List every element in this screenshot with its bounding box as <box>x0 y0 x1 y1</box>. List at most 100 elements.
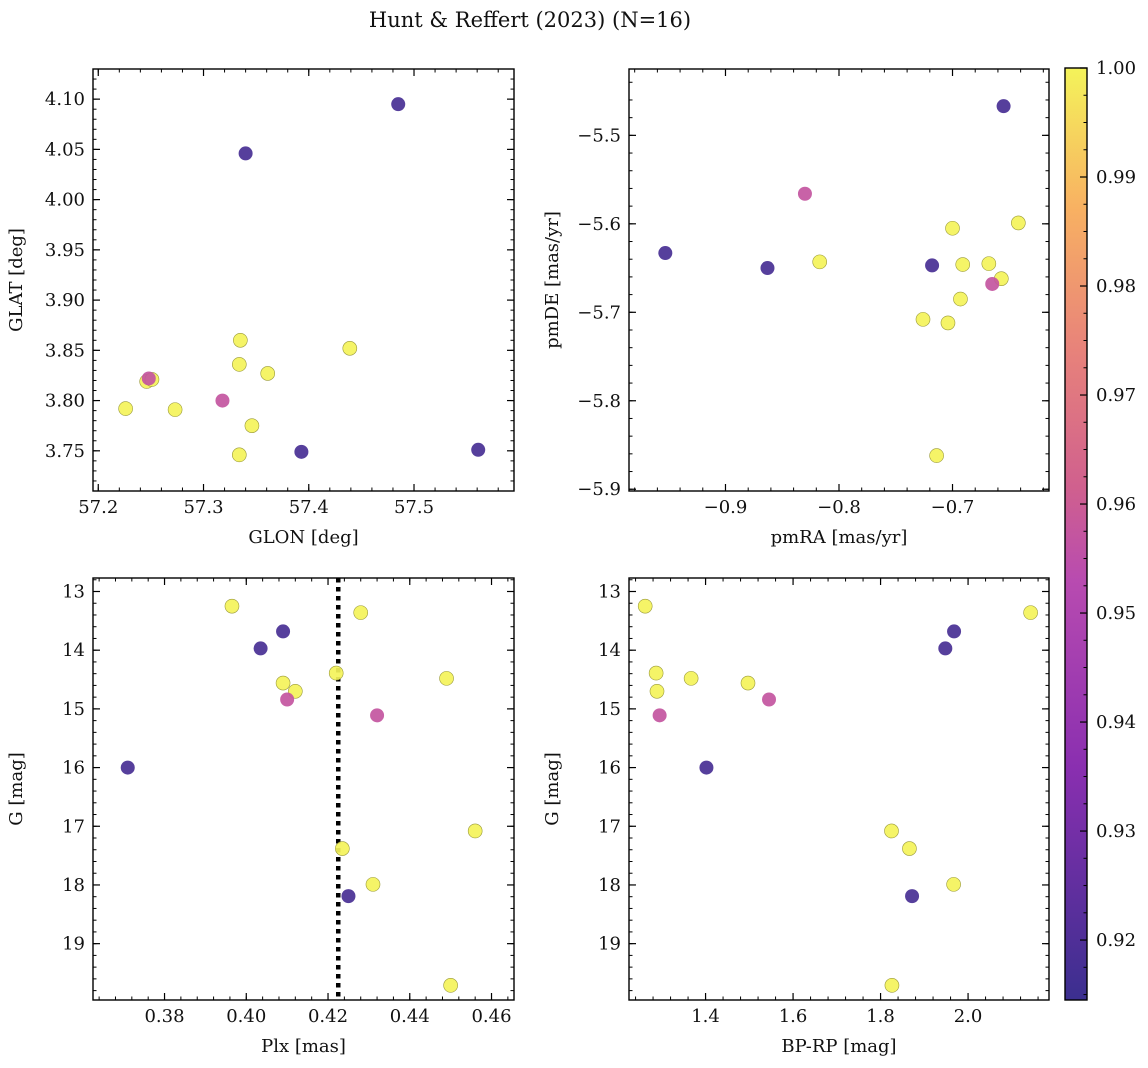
scatter-point <box>955 257 971 272</box>
scatter-point <box>294 444 309 459</box>
axes-frame <box>628 577 1050 1001</box>
x-tick-label: 0.42 <box>308 1006 348 1027</box>
scatter-point <box>946 877 961 892</box>
scatter-point <box>341 889 356 904</box>
scatter-point <box>120 760 135 775</box>
x-tick-label: −0.8 <box>817 497 861 518</box>
subplot-grid: 57.2 57.3 57.4 57.5 3.75 3.80 3.85 3.90 3.95 4.00… <box>6 68 1050 1057</box>
scatter-point <box>439 671 454 686</box>
y-tick-label: 18 <box>62 875 85 896</box>
colorbar-tick-label: 0.99 <box>1096 167 1136 188</box>
y-tick-label: 14 <box>598 640 621 661</box>
y-tick-label: 13 <box>62 581 85 602</box>
y-tick-label: 16 <box>598 758 621 779</box>
y-tick-label: 17 <box>62 816 85 837</box>
x-tick-label: 2.0 <box>954 1006 983 1027</box>
scatter-point <box>118 401 133 416</box>
y-axis-label: G [mag] <box>6 752 27 825</box>
y-tick-label: 19 <box>598 934 621 955</box>
y-tick-label: −5.6 <box>577 214 621 235</box>
scatter-point <box>471 442 486 457</box>
scatter-point <box>649 683 665 699</box>
scatter-point <box>244 418 260 433</box>
scatter-point <box>905 889 920 904</box>
panel-pmra-pmde: −0.9 −0.8 −0.7 −5.9 −5.8 −5.7 −5.6 −5.5 pmRA [ma… <box>542 68 1050 548</box>
scatter-point <box>884 823 899 839</box>
scatter-point <box>253 641 268 656</box>
x-tick-label: 1.6 <box>779 1006 808 1027</box>
scatter-point <box>740 675 756 691</box>
colorbar-tick-label: 0.93 <box>1096 821 1136 842</box>
colorbar-frame <box>1064 67 1088 1001</box>
scatter-point <box>915 312 931 327</box>
scatter-point <box>812 254 828 270</box>
scatter-point <box>985 276 1000 291</box>
y-tick-label: −5.5 <box>577 125 621 146</box>
scatter-point <box>231 357 247 372</box>
colorbar-tick-label: 0.96 <box>1096 494 1136 515</box>
colorbar-tick-label: 1.00 <box>1096 58 1136 79</box>
x-tick-label: 57.3 <box>183 497 223 518</box>
y-tick-label: 4.05 <box>45 139 85 160</box>
scatter-point <box>467 823 483 839</box>
scatter-point <box>762 692 776 707</box>
x-axis-label: Plx [mas] <box>261 1036 346 1057</box>
scatter-point <box>1011 215 1026 231</box>
figure-title: Hunt & Reffert (2023) (N=16) <box>369 8 691 32</box>
scatter-point <box>658 246 673 261</box>
x-tick-label: 57.4 <box>289 497 329 518</box>
scatter-point <box>443 978 458 993</box>
scatter-point <box>328 665 344 681</box>
x-tick-label: −0.9 <box>704 497 748 518</box>
scatter-point <box>648 665 664 681</box>
scatter-point <box>981 256 997 271</box>
x-tick-label: −0.7 <box>931 497 975 518</box>
scatter-point <box>353 605 369 620</box>
scatter-point <box>929 448 944 463</box>
scatter-point <box>238 146 253 161</box>
x-tick-label: 1.4 <box>691 1006 720 1027</box>
y-tick-label: 3.80 <box>45 391 85 412</box>
y-tick-label: 4.00 <box>45 190 85 211</box>
scatter-point <box>280 692 295 707</box>
scatter-point <box>370 708 385 723</box>
colorbar-tick-label: 0.98 <box>1096 276 1136 297</box>
scatter-point <box>925 258 940 273</box>
x-tick-label: 57.2 <box>78 497 118 518</box>
y-tick-label: 15 <box>598 699 621 720</box>
y-tick-label: 16 <box>62 758 85 779</box>
x-tick-label: 0.44 <box>390 1006 430 1027</box>
scatter-point <box>652 708 667 723</box>
axes-frame <box>92 68 515 492</box>
y-tick-label: 3.85 <box>45 340 85 361</box>
x-tick-label: 57.5 <box>394 497 434 518</box>
colorbar-gradient <box>1065 68 1087 1000</box>
axes-frame <box>628 68 1050 492</box>
scatter-point <box>233 332 248 348</box>
scatter-point <box>335 841 350 856</box>
y-tick-label: −5.9 <box>577 479 621 500</box>
scatter-point <box>940 315 956 331</box>
x-tick-label: 0.38 <box>144 1006 184 1027</box>
y-tick-label: −5.8 <box>577 391 621 412</box>
panel-plx-g: 0.38 0.40 0.42 0.44 0.46 13 14 15 16 17 18 19 Plx [m… <box>6 577 515 1057</box>
y-tick-label: 19 <box>62 934 85 955</box>
y-tick-label: 3.95 <box>45 240 85 261</box>
colorbar-tick-label: 0.92 <box>1096 930 1136 951</box>
scatter-point <box>1023 605 1038 620</box>
y-tick-label: 13 <box>598 581 621 602</box>
panel-bprp-g: 1.4 1.6 1.8 2.0 13 14 15 16 17 18 19 BP-RP [mag] G [… <box>542 577 1050 1057</box>
y-axis-label: pmDE [mas/yr] <box>542 211 563 349</box>
y-tick-label: 14 <box>62 640 85 661</box>
scatter-point <box>365 877 381 892</box>
scatter-point <box>637 598 653 614</box>
x-axis-label: BP-RP [mag] <box>781 1036 896 1057</box>
scatter-point <box>167 402 183 417</box>
scatter-point <box>260 366 276 381</box>
scatter-point <box>275 675 291 691</box>
scatter-point <box>231 447 247 463</box>
scatter-point <box>699 760 714 775</box>
colorbar: 0.92 0.93 0.94 0.95 0.96 0.97 0.98 0.99 1.00 <box>1064 58 1136 1001</box>
scatter-point <box>276 624 291 639</box>
scatter-point <box>224 598 240 614</box>
